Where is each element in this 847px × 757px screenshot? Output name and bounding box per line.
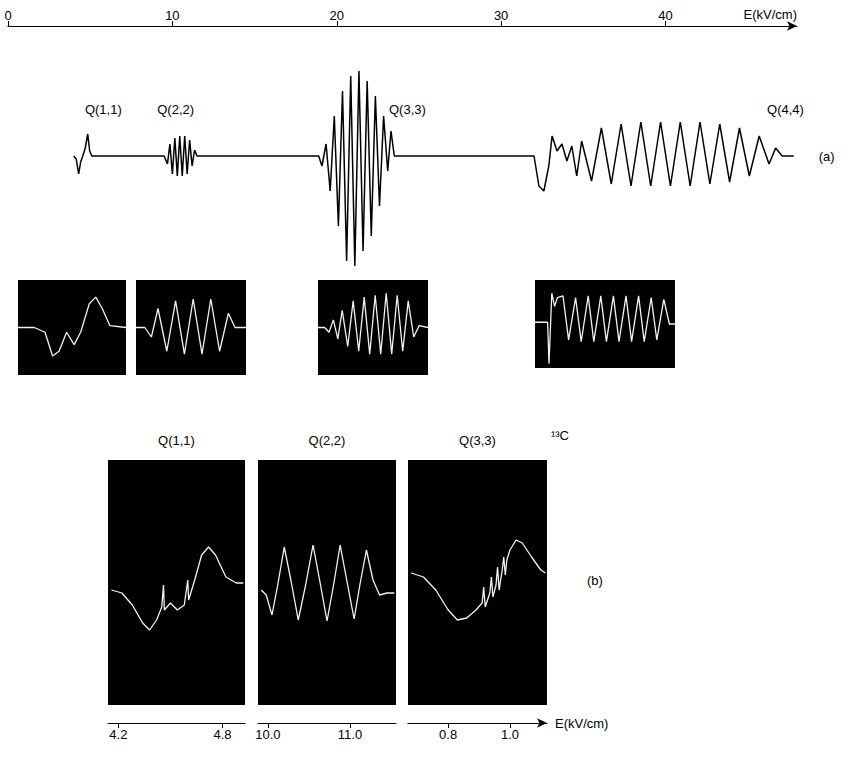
- svg-text:E(kV/cm): E(kV/cm): [555, 716, 608, 731]
- svg-text:4.8: 4.8: [213, 727, 231, 742]
- svg-text:Q(3,3): Q(3,3): [389, 102, 426, 117]
- svg-text:Q(1,1): Q(1,1): [158, 433, 195, 448]
- svg-text:E(kV/cm): E(kV/cm): [744, 7, 797, 22]
- svg-text:Q(2,2): Q(2,2): [157, 102, 194, 117]
- svg-text:(b): (b): [587, 573, 603, 588]
- svg-text:4.2: 4.2: [109, 727, 127, 742]
- svg-text:40: 40: [658, 8, 672, 23]
- svg-text:Q(3,3): Q(3,3): [459, 433, 496, 448]
- svg-text:10: 10: [165, 8, 179, 23]
- svg-text:0.8: 0.8: [439, 727, 457, 742]
- svg-text:¹³C: ¹³C: [551, 428, 569, 443]
- svg-text:Q(1,1): Q(1,1): [85, 102, 122, 117]
- svg-text:Q(4,4): Q(4,4): [767, 102, 804, 117]
- svg-text:11.0: 11.0: [338, 727, 362, 742]
- svg-text:(a): (a): [819, 149, 835, 164]
- svg-text:10.0: 10.0: [255, 727, 280, 742]
- svg-text:0: 0: [4, 8, 11, 23]
- svg-text:Q(2,2): Q(2,2): [309, 433, 346, 448]
- svg-text:20: 20: [330, 8, 344, 23]
- svg-text:1.0: 1.0: [501, 727, 519, 742]
- svg-text:30: 30: [494, 8, 508, 23]
